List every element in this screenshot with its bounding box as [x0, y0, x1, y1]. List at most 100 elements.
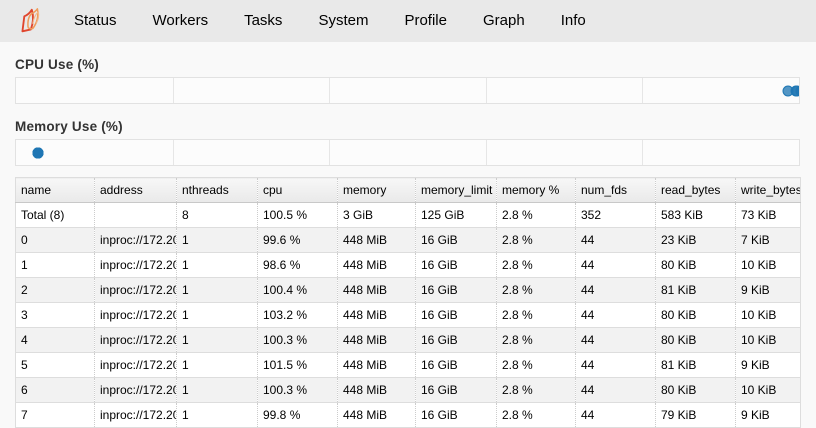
- plot-gridline: [642, 140, 644, 165]
- column-header-write-bytes: write_bytes: [735, 177, 801, 203]
- plot-gridline: [485, 78, 487, 103]
- column-header-read-bytes: read_bytes: [655, 177, 736, 203]
- cell-nthreads: 1: [176, 252, 258, 278]
- table-row-6[interactable]: 6 inproc://172.20 1 100.3 % 448 MiB 16 GiB 2.8…: [15, 377, 801, 403]
- cell-memory-: 2.8 %: [496, 302, 576, 328]
- cell-cpu: 100.3 %: [257, 377, 338, 403]
- cell-nthreads: 1: [176, 277, 258, 303]
- column-header-address: address: [94, 177, 177, 203]
- cell-name: 1: [15, 252, 95, 278]
- cell-nthreads: 8: [176, 202, 258, 228]
- cell-address: inproc://172.20: [94, 277, 177, 303]
- cell-name: 6: [15, 377, 95, 403]
- cell-read-bytes: 80 KiB: [655, 302, 736, 328]
- plot-gridline: [642, 78, 644, 103]
- nav-item-workers[interactable]: Workers: [152, 12, 209, 29]
- table-header-row: name address nthreads cpu memory memory_limit…: [15, 177, 801, 203]
- cell-num-fds: 44: [575, 327, 656, 353]
- cell-memory-: 2.8 %: [496, 377, 576, 403]
- cell-nthreads: 1: [176, 377, 258, 403]
- cell-memory-: 2.8 %: [496, 352, 576, 378]
- cell-num-fds: 44: [575, 227, 656, 253]
- cell-nthreads: 1: [176, 227, 258, 253]
- nav-item-status[interactable]: Status: [74, 12, 117, 29]
- cell-cpu: 100.5 %: [257, 202, 338, 228]
- cell-memory-limit: 16 GiB: [415, 277, 497, 303]
- plot-gridline: [329, 140, 331, 165]
- cell-read-bytes: 80 KiB: [655, 377, 736, 403]
- nav-item-system[interactable]: System: [318, 12, 369, 29]
- cell-name: 2: [15, 277, 95, 303]
- nav-item-info[interactable]: Info: [560, 12, 586, 29]
- cell-memory: 448 MiB: [337, 252, 416, 278]
- cell-memory: 448 MiB: [337, 352, 416, 378]
- cell-read-bytes: 583 KiB: [655, 202, 736, 228]
- cell-num-fds: 352: [575, 202, 656, 228]
- table-body: Total (8) 8 100.5 % 3 GiB 125 GiB 2.8 % 352 583…: [15, 202, 801, 428]
- table-row-5[interactable]: 5 inproc://172.20 1 101.5 % 448 MiB 16 GiB 2.8…: [15, 352, 801, 378]
- table-row-3[interactable]: 3 inproc://172.20 1 103.2 % 448 MiB 16 GiB 2.8…: [15, 302, 801, 328]
- cell-name: 0: [15, 227, 95, 253]
- cell-address: inproc://172.20: [94, 302, 177, 328]
- workers-table: name address nthreads cpu memory memory_limit…: [15, 177, 801, 428]
- cell-cpu: 98.6 %: [257, 252, 338, 278]
- plot-gridline: [485, 140, 487, 165]
- cell-memory-limit: 16 GiB: [415, 377, 497, 403]
- plot-gridline: [172, 140, 174, 165]
- cell-memory: 3 GiB: [337, 202, 416, 228]
- cell-cpu: 103.2 %: [257, 302, 338, 328]
- cell-address: [94, 202, 177, 228]
- nav-item-graph[interactable]: Graph: [482, 12, 525, 29]
- cell-address: inproc://172.20: [94, 327, 177, 353]
- cell-memory: 448 MiB: [337, 327, 416, 353]
- cell-memory-: 2.8 %: [496, 252, 576, 278]
- column-header-memory: memory: [337, 177, 416, 203]
- dask-logo-icon: [12, 4, 46, 38]
- cell-name: 4: [15, 327, 95, 353]
- cell-memory: 448 MiB: [337, 302, 416, 328]
- table-row-4[interactable]: 4 inproc://172.20 1 100.3 % 448 MiB 16 GiB 2.8…: [15, 327, 801, 353]
- memory-plot-title: Memory Use (%): [15, 119, 123, 134]
- cell-address: inproc://172.20: [94, 377, 177, 403]
- table-row-total-8-[interactable]: Total (8) 8 100.5 % 3 GiB 125 GiB 2.8 % 352 583…: [15, 202, 801, 228]
- cell-name: 3: [15, 302, 95, 328]
- cell-memory-: 2.8 %: [496, 227, 576, 253]
- cell-cpu: 101.5 %: [257, 352, 338, 378]
- cell-write-bytes: 9 KiB: [735, 352, 801, 378]
- cell-nthreads: 1: [176, 327, 258, 353]
- cell-memory-limit: 16 GiB: [415, 252, 497, 278]
- nav-item-tasks[interactable]: Tasks: [244, 12, 283, 29]
- worker-data-point: [32, 147, 44, 158]
- cell-address: inproc://172.20: [94, 252, 177, 278]
- cell-memory-limit: 16 GiB: [415, 302, 497, 328]
- cell-write-bytes: 10 KiB: [735, 377, 801, 403]
- cell-memory: 448 MiB: [337, 377, 416, 403]
- column-header-memory-: memory %: [496, 177, 576, 203]
- memory-plot[interactable]: [15, 139, 800, 166]
- column-header-num-fds: num_fds: [575, 177, 656, 203]
- nav-item-profile[interactable]: Profile: [404, 12, 447, 29]
- cell-memory-limit: 16 GiB: [415, 352, 497, 378]
- cell-address: inproc://172.20: [94, 227, 177, 253]
- cell-memory-limit: 16 GiB: [415, 327, 497, 353]
- cell-write-bytes: 10 KiB: [735, 302, 801, 328]
- cell-nthreads: 1: [176, 352, 258, 378]
- cell-memory-: 2.8 %: [496, 202, 576, 228]
- table-row-0[interactable]: 0 inproc://172.20 1 99.6 % 448 MiB 16 GiB 2.8 …: [15, 227, 801, 253]
- column-header-name: name: [15, 177, 95, 203]
- cell-num-fds: 44: [575, 277, 656, 303]
- table-row-2[interactable]: 2 inproc://172.20 1 100.4 % 448 MiB 16 GiB 2.8…: [15, 277, 801, 303]
- cell-write-bytes: 7 KiB: [735, 227, 801, 253]
- cpu-plot[interactable]: [15, 77, 800, 104]
- cell-memory-: 2.8 %: [496, 277, 576, 303]
- cell-read-bytes: 80 KiB: [655, 252, 736, 278]
- cell-write-bytes: 10 KiB: [735, 327, 801, 353]
- cell-memory: 448 MiB: [337, 277, 416, 303]
- cell-read-bytes: 80 KiB: [655, 327, 736, 353]
- column-header-cpu: cpu: [257, 177, 338, 203]
- table-row-1[interactable]: 1 inproc://172.20 1 98.6 % 448 MiB 16 GiB 2.8 …: [15, 252, 801, 278]
- cell-read-bytes: 81 KiB: [655, 352, 736, 378]
- nav-list: Status Workers Tasks System Profile Graph Info: [56, 0, 604, 42]
- plot-gridline: [172, 78, 174, 103]
- cell-name: 5: [15, 352, 95, 378]
